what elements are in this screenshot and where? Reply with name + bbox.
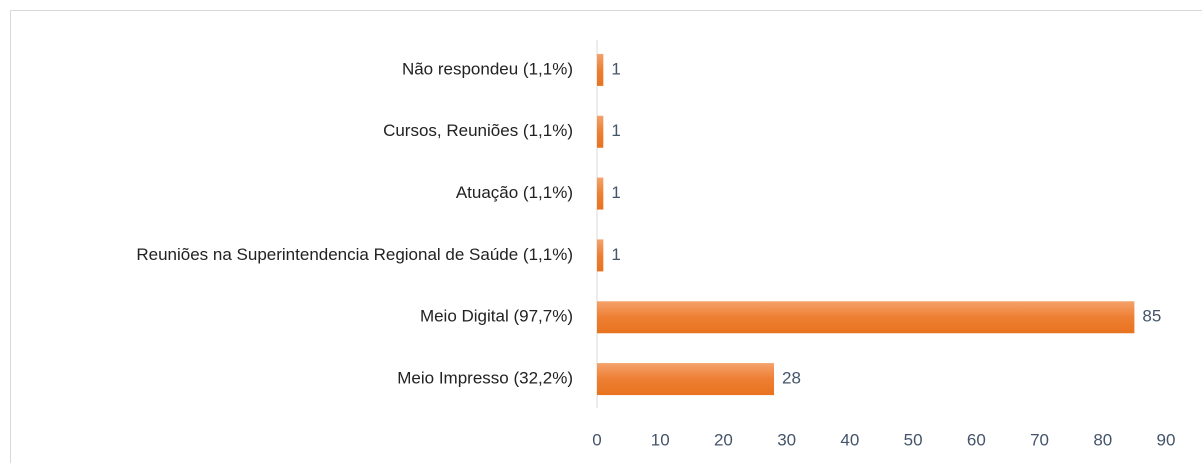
bar xyxy=(597,301,1135,334)
bar xyxy=(597,239,604,272)
chart-frame xyxy=(10,10,1202,463)
bar xyxy=(597,177,604,210)
x-tick-label: 60 xyxy=(967,430,986,449)
x-tick-label: 0 xyxy=(592,430,601,449)
data-label: 1 xyxy=(611,183,620,202)
x-tick-label: 50 xyxy=(904,430,923,449)
x-tick-label: 40 xyxy=(840,430,859,449)
bar xyxy=(597,363,775,396)
x-tick-label: 30 xyxy=(777,430,796,449)
y-tick-label: Meio Impresso (32,2%) xyxy=(397,369,573,388)
x-tick-label: 80 xyxy=(1093,430,1112,449)
data-label: 28 xyxy=(782,369,801,388)
y-tick-label: Reuniões na Superintendencia Regional de… xyxy=(136,245,573,264)
bar xyxy=(597,53,604,86)
data-label: 85 xyxy=(1142,307,1161,326)
data-label: 1 xyxy=(611,245,620,264)
y-tick-label: Cursos, Reuniões (1,1%) xyxy=(383,121,573,140)
data-label: 1 xyxy=(611,121,620,140)
y-tick-label: Não respondeu (1,1%) xyxy=(402,59,573,78)
y-tick-label: Meio Digital (97,7%) xyxy=(420,307,573,326)
x-tick-label: 70 xyxy=(1030,430,1049,449)
bar xyxy=(597,115,604,148)
y-tick-label: Atuação (1,1%) xyxy=(456,183,573,202)
data-label: 1 xyxy=(611,59,620,78)
x-tick-label: 10 xyxy=(651,430,670,449)
x-tick-label: 90 xyxy=(1157,430,1176,449)
x-tick-label: 20 xyxy=(714,430,733,449)
